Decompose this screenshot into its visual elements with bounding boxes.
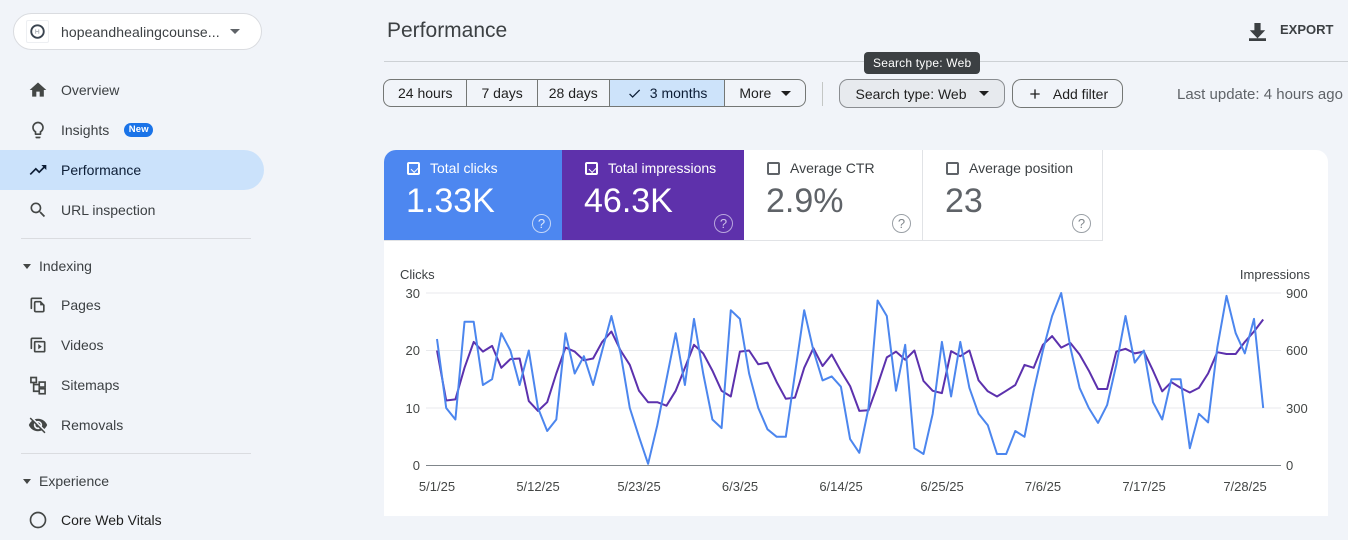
- svg-text:Clicks: Clicks: [400, 267, 435, 282]
- svg-text:7/17/25: 7/17/25: [1122, 479, 1165, 494]
- svg-text:5/12/25: 5/12/25: [516, 479, 559, 494]
- svg-text:600: 600: [1286, 343, 1308, 358]
- svg-text:7/28/25: 7/28/25: [1223, 479, 1266, 494]
- svg-text:6/14/25: 6/14/25: [819, 479, 862, 494]
- svg-text:30: 30: [406, 286, 420, 301]
- svg-text:6/3/25: 6/3/25: [722, 479, 758, 494]
- svg-text:5/1/25: 5/1/25: [419, 479, 455, 494]
- svg-text:10: 10: [406, 401, 420, 416]
- svg-text:7/6/25: 7/6/25: [1025, 479, 1061, 494]
- svg-text:20: 20: [406, 343, 420, 358]
- svg-text:0: 0: [1286, 458, 1293, 473]
- svg-text:900: 900: [1286, 286, 1308, 301]
- svg-text:5/23/25: 5/23/25: [617, 479, 660, 494]
- svg-text:6/25/25: 6/25/25: [920, 479, 963, 494]
- svg-text:Impressions: Impressions: [1240, 267, 1311, 282]
- svg-text:300: 300: [1286, 401, 1308, 416]
- svg-text:0: 0: [413, 458, 420, 473]
